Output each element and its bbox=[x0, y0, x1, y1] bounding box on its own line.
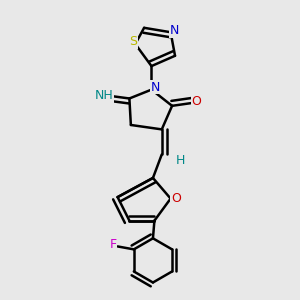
Text: S: S bbox=[129, 35, 137, 48]
Text: NH: NH bbox=[94, 89, 113, 102]
Text: F: F bbox=[110, 238, 117, 251]
Text: N: N bbox=[169, 24, 179, 37]
Text: N: N bbox=[150, 81, 160, 94]
Text: O: O bbox=[171, 192, 181, 205]
Text: H: H bbox=[176, 154, 185, 167]
Text: O: O bbox=[191, 95, 201, 108]
